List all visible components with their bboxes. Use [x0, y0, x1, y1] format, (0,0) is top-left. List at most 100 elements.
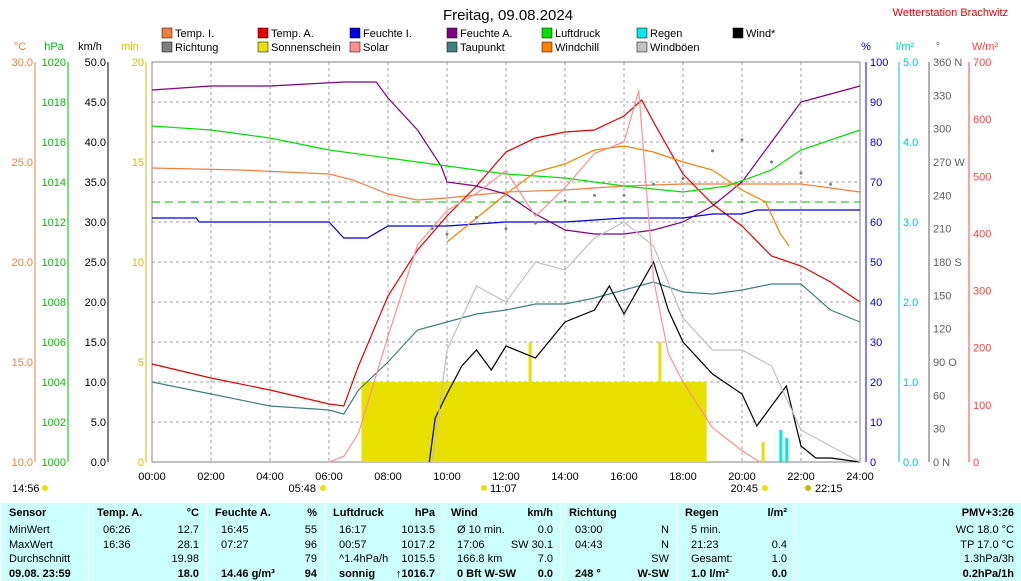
- stats-row: 21:23 0.4: [677, 537, 795, 553]
- stats-header: Richtung: [569, 507, 617, 519]
- legend-label-3: Feuchte A.: [460, 28, 513, 40]
- stats-col-feuchte: Feuchte A.% 16:45 55 07:27 96 79 14.46 g/m³ 94: [206, 503, 325, 581]
- left-axis-tick: 15: [132, 157, 144, 169]
- stats-col-luftdruck: Luftdruck hPa 16:17 1013.5 00:57 1017.2 ^1.4hP…: [324, 503, 443, 581]
- left-axis-tick: 1006: [42, 337, 66, 349]
- right-axis-tick: 0 N: [933, 457, 950, 469]
- stats-header-row: Wind km/h: [443, 505, 561, 521]
- right-axis-tick: 400: [973, 228, 991, 240]
- right-axis-tick: 50: [870, 257, 882, 269]
- stats-cell-label: 21:23: [691, 538, 719, 551]
- legend-square-icon-2: [349, 27, 361, 39]
- direction-point: [593, 193, 596, 197]
- left-axis-unit-1: hPa: [44, 41, 64, 53]
- legend-label-1: Temp. A.: [271, 28, 314, 40]
- stats-cell-label: ^1.4hPa/h: [339, 553, 389, 565]
- stats-cell-label: MaxWert: [9, 538, 53, 551]
- stats-row: 00:57 1017.2: [325, 537, 443, 553]
- left-axis-tick: 1014: [42, 177, 66, 189]
- annotation-solar_noon: 11:07: [490, 483, 517, 495]
- stats-row: 09.08. 23:59: [1, 566, 89, 581]
- right-axis-tick: 20: [870, 377, 882, 389]
- left-axis-tick: 10.0: [85, 377, 106, 389]
- stats-cell-value: N: [661, 538, 669, 551]
- direction-point: [622, 193, 626, 197]
- legend-label-7: Richtung: [175, 42, 218, 54]
- stats-row: 79: [207, 551, 325, 567]
- sunshine-spike-0: [528, 342, 532, 462]
- left-axis-tick: 20.0: [85, 297, 106, 309]
- left-axis-tick: 30.0: [12, 57, 33, 69]
- stats-row: Ø 10 min. 0.0: [443, 522, 561, 538]
- right-axis-tick: 500: [973, 171, 991, 183]
- right-axis-tick: 3.0: [903, 217, 918, 229]
- stats-cell-value: W-SW: [637, 567, 669, 580]
- stats-unit: l/m²: [767, 507, 787, 519]
- chart-title: Freitag, 09.08.2024: [443, 7, 573, 24]
- stats-cell-label: 03:00: [575, 524, 603, 536]
- stats-cell-label: TP 17.0 °C: [960, 538, 1014, 551]
- stats-row: 17:06 SW 30.1: [443, 537, 561, 553]
- direction-point: [534, 221, 537, 225]
- direction-point: [829, 182, 832, 186]
- series-line-solar: [328, 90, 761, 463]
- annotation-sunrise: 05:48: [288, 483, 316, 495]
- sunshine-spike-1: [658, 342, 662, 462]
- left-axis-unit-3: min: [121, 41, 139, 53]
- x-axis-tick: 06:00: [315, 471, 343, 483]
- stats-cell-value: 79: [304, 553, 317, 565]
- legend-label-6: Wind*: [746, 28, 776, 40]
- stats-row: 14.46 g/m³ 94: [207, 566, 325, 581]
- legend-square-icon-4: [541, 27, 553, 39]
- left-axis-tick: 45.0: [85, 97, 106, 109]
- series-line-feuchte-i-: [152, 209, 860, 239]
- stats-cell-label: 5 min.: [691, 524, 721, 536]
- legend-square-icon-5: [636, 27, 648, 39]
- direction-point: [445, 232, 449, 236]
- right-axis-tick: 270 W: [933, 157, 965, 169]
- stats-row: 166.8 km 7.0: [443, 551, 561, 567]
- legend-square-icon-10: [446, 41, 458, 53]
- stats-header: Wind: [451, 507, 478, 519]
- left-axis-tick: 35.0: [85, 177, 106, 189]
- stats-row: 248 ° W-SW: [561, 566, 677, 581]
- left-axis-tick: 1020: [42, 57, 66, 69]
- x-axis-tick: 16:00: [610, 471, 638, 483]
- stats-cell-value: 19.98: [171, 553, 199, 565]
- left-axis-tick: 5: [138, 357, 144, 369]
- stats-col-wind: Wind km/h Ø 10 min. 0.0 17:06 SW 30.1 166.8 km…: [442, 503, 561, 581]
- left-axis-tick: 1000: [42, 457, 66, 469]
- stats-header-row: Luftdruck hPa: [325, 505, 443, 521]
- x-axis-tick: 12:00: [492, 471, 520, 483]
- right-axis-tick: 0.0: [903, 457, 918, 469]
- stats-header-row: Temp. A. °C: [89, 505, 207, 521]
- stats-cell-label: 16:45: [221, 524, 249, 536]
- stats-unit: hPa: [414, 507, 435, 519]
- left-axis-tick: 1002: [42, 417, 66, 429]
- x-axis-tick: 10:00: [433, 471, 461, 483]
- legend-label-11: Windchill: [555, 42, 599, 54]
- station-name: Wetterstation Brachwitz: [893, 7, 1008, 19]
- direction-point: [563, 199, 567, 203]
- right-axis-tick: 240: [933, 190, 951, 202]
- stats-cell-value: 1017.2: [401, 538, 435, 551]
- right-axis-tick: 4.0: [903, 137, 918, 149]
- stats-row: Gesamt: 1.0: [677, 551, 795, 567]
- left-axis-unit-2: km/h: [78, 41, 102, 53]
- series-line-windchill: [446, 145, 790, 247]
- left-axis-tick: 0: [138, 457, 144, 469]
- legend-square-icon-8: [257, 41, 269, 53]
- legend-label-0: Temp. I.: [175, 28, 214, 40]
- left-axis-tick: 10: [132, 257, 144, 269]
- direction-point: [475, 216, 478, 220]
- x-axis-tick: 24:00: [846, 471, 874, 483]
- annotation-sunset-sun-icon: [762, 485, 768, 491]
- stats-row: 03:00 N: [561, 522, 677, 538]
- stats-row: 06:26 12.7: [89, 522, 207, 538]
- annotation-moonset-sun-icon: [805, 485, 811, 491]
- stats-cell-label: 16:36: [103, 538, 131, 551]
- x-axis-tick: 20:00: [728, 471, 756, 483]
- series-line-feuchte-a-: [151, 81, 861, 235]
- direction-point: [430, 227, 434, 231]
- stats-cell-value: SW 30.1: [510, 538, 553, 551]
